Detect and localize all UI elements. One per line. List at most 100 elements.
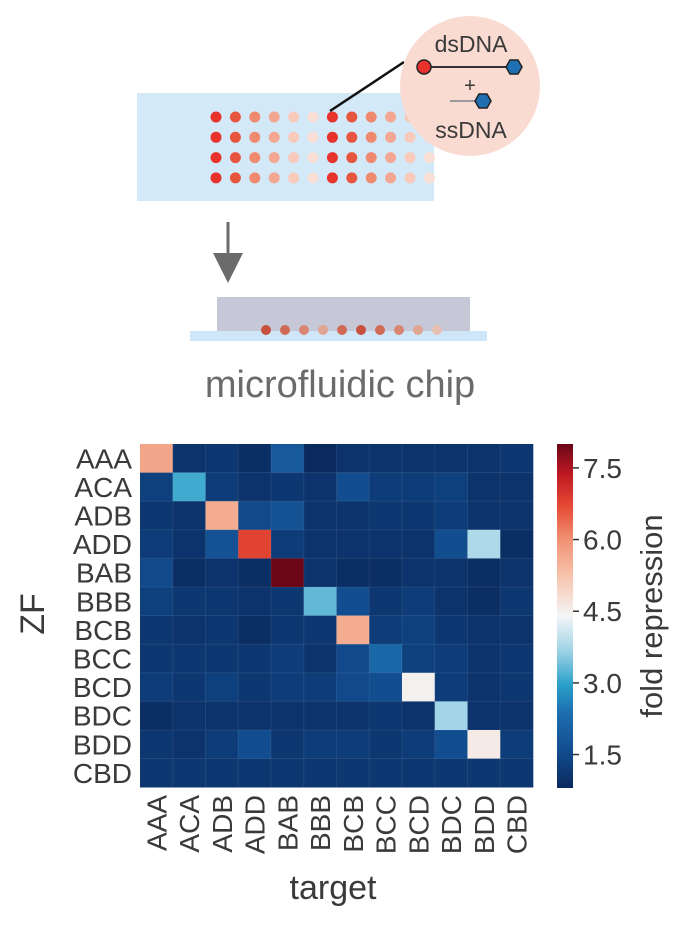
array-spot [307,152,319,164]
array-spot [210,131,222,143]
array-spot [326,172,338,184]
heatmap-cell [238,501,272,531]
heatmap-cell [140,587,174,616]
heatmap-cell [303,501,337,531]
array-spot [229,131,241,143]
heatmap-cell [271,587,305,616]
heatmap-cell [172,672,206,702]
dsdna-red-end-icon [416,59,432,75]
dsdna-label: dsDNA [435,31,509,57]
heatmap-cell [140,529,174,559]
colorbar-tick-label: 4.5 [583,596,622,627]
heatmap-cell [402,444,436,473]
array-spot [346,111,358,123]
array-spot [307,111,319,123]
chip-base [190,331,487,341]
heatmap-cell [369,529,403,559]
heatmap-cell [467,444,501,473]
heatmap-cell [500,444,534,473]
array-spot [404,131,416,143]
array-spot [307,131,319,143]
x-tick-label: BDC [436,795,467,854]
y-axis-label: ZF [14,593,52,635]
heatmap-cell [369,701,403,731]
heatmap-cell [303,758,337,788]
heatmap-cell [140,472,174,502]
array-spot [307,172,319,184]
heatmap-cell [140,644,174,674]
heatmap-cell [467,730,501,759]
heatmap-cell [172,644,206,674]
array-spot [229,152,241,164]
array-spot [423,172,435,184]
heatmap-cell [500,701,534,731]
y-tick-label: ACA [74,472,132,503]
heatmap-cell [434,701,468,731]
heatmap-cell [172,615,206,645]
array-spot [365,172,377,184]
heatmap-cell [402,501,436,531]
heatmap-cell [140,672,174,702]
array-spot [229,111,241,123]
heatmap-cell [271,472,305,502]
x-tick-label: ACA [174,795,205,853]
heatmap-cell [303,644,337,674]
y-tick-label: BDC [73,701,132,732]
heatmap-cell [467,615,501,645]
callout-line [329,60,405,113]
heatmap-cell [434,672,468,702]
heatmap-cell [140,501,174,531]
x-tick-label: ADB [207,795,238,853]
heatmap-cell [172,472,206,502]
heatmap-cell [238,672,272,702]
x-axis-label: target [290,869,377,907]
heatmap-cell [238,587,272,616]
heatmap-cell [205,730,239,759]
array-spot [326,131,338,143]
chip-spot [432,325,442,335]
heatmap-cell [336,672,370,702]
heatmap-cell [434,644,468,674]
heatmap-cell [238,701,272,731]
array-spot [346,131,358,143]
x-tick-label: BDD [469,795,500,854]
chip-spot [261,325,271,335]
chip-spot [337,325,347,335]
heatmap-cell [172,758,206,788]
heatmap-cell [271,501,305,531]
heatmap-cell [205,701,239,731]
heatmap-cell [271,529,305,559]
heatmap-cell [336,558,370,588]
heatmap-cell [336,615,370,645]
heatmap-cell [500,587,534,616]
heatmap-cell [205,758,239,788]
dsdna-blue-end-icon [505,59,523,75]
heatmap-cell [336,701,370,731]
x-tick-label: ADD [240,795,271,854]
heatmap-cell [434,758,468,788]
y-tick-label: BCC [73,644,132,675]
colorbar-ticks: 1.5 3.0 4.5 6.0 7.5 [573,453,622,771]
array-spot [229,172,241,184]
heatmap-cell [402,558,436,588]
array-spot [268,172,280,184]
heatmap-cell [500,644,534,674]
dna-bubble [400,16,540,156]
heatmap-cell [238,472,272,502]
array-spot [346,152,358,164]
heatmap-cell [271,558,305,588]
heatmap-cell [303,615,337,645]
y-tick-label: BBB [76,586,132,617]
heatmap-cell [271,672,305,702]
heatmap-cell [369,730,403,759]
heatmap-cell [500,529,534,559]
heatmap-cell [205,558,239,588]
heatmap-cell [500,472,534,502]
heatmap-cell [402,615,436,645]
heatmap-cell [500,501,534,531]
array-spot [249,172,261,184]
array-spot [249,152,261,164]
y-tick-label: ADD [73,529,132,560]
